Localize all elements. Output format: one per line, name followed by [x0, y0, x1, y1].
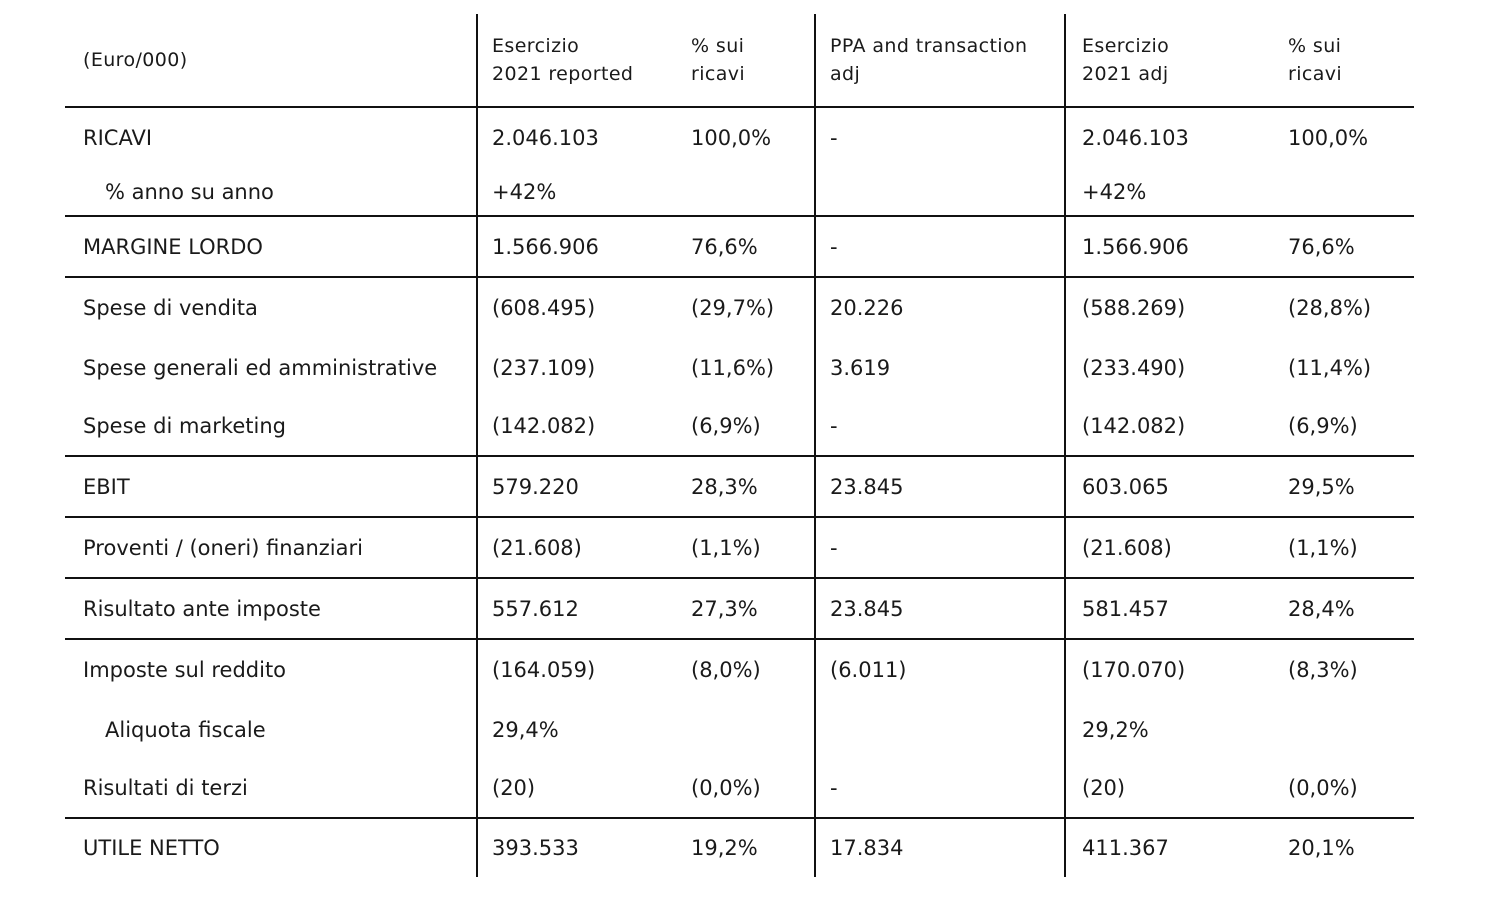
cell-pct-adjusted: 20,1%: [1288, 836, 1355, 860]
cell-pct-adjusted: (6,9%): [1288, 414, 1358, 438]
header-adjusted: Esercizio 2021 adj: [1064, 14, 1273, 107]
table-row: MARGINE LORDO 1.566.906 76,6% - 1.566.90…: [65, 216, 1414, 277]
cell-reported: (142.082): [476, 397, 676, 456]
cell-pct-reported: (8,0%): [691, 658, 761, 682]
header-pct-adjusted: % sui ricavi: [1288, 35, 1343, 85]
row-label: Risultato ante imposte: [83, 596, 321, 621]
cell-pct-adjusted: 76,6%: [1288, 234, 1355, 259]
table-row: Risultato ante imposte 557.612 27,3% 23.…: [65, 578, 1414, 639]
cell-pct-adjusted: (28,8%): [1288, 296, 1372, 320]
row-label: Spese generali ed amministrative: [83, 355, 438, 380]
cell-adjustment: 3.619: [814, 338, 1065, 397]
table-row: Proventi / (oneri) finanziari (21.608) (…: [65, 517, 1414, 578]
row-label: UTILE NETTO: [83, 836, 220, 860]
cell-pct-adjusted: (8,3%): [1288, 658, 1358, 682]
cell-adjustment: -: [814, 397, 1065, 456]
cell-adjustment: -: [814, 759, 1065, 818]
cell-reported: (21.608): [476, 517, 676, 578]
cell-pct-adjusted: 28,4%: [1288, 596, 1355, 621]
cell-adjusted: (21.608): [1064, 517, 1273, 578]
table-row: EBIT 579.220 28,3% 23.845 603.065 29,5%: [65, 456, 1414, 517]
cell-pct-adjusted: 100,0%: [1288, 126, 1369, 150]
income-statement-table: (Euro/000) Esercizio 2021 reported % sui r…: [65, 14, 1414, 877]
cell-adjustment: 23.845: [814, 578, 1065, 639]
row-label: MARGINE LORDO: [83, 234, 263, 259]
cell-pct-adjusted: (0,0%): [1288, 776, 1358, 800]
row-label: Spese di marketing: [83, 414, 286, 438]
table-row: Aliquota fiscale 29,4% 29,2%: [65, 700, 1414, 759]
cell-adjusted: (233.490): [1064, 338, 1273, 397]
cell-adjusted: +42%: [1064, 168, 1273, 216]
table-row: UTILE NETTO 393.533 19,2% 17.834 411.367…: [65, 818, 1414, 877]
cell-adjusted: (20): [1064, 759, 1273, 818]
table-row: Spese di marketing (142.082) (6,9%) - (1…: [65, 397, 1414, 456]
cell-pct-reported: 27,3%: [691, 596, 758, 621]
cell-pct-reported: [676, 700, 815, 759]
cell-adjustment: [814, 700, 1065, 759]
cell-reported: +42%: [476, 168, 676, 216]
cell-pct-reported: 28,3%: [691, 474, 758, 499]
cell-pct-adjusted: (11,4%): [1288, 355, 1372, 380]
cell-adjusted: (588.269): [1064, 277, 1273, 338]
cell-adjusted: 603.065: [1064, 456, 1273, 517]
table-row: Imposte sul reddito (164.059) (8,0%) (6.…: [65, 639, 1414, 700]
header-pct-reported: % sui ricavi: [691, 35, 746, 85]
table-row: RICAVI 2.046.103 100,0% - 2.046.103 100,…: [65, 107, 1414, 168]
table-row: Spese di vendita (608.495) (29,7%) 20.22…: [65, 277, 1414, 338]
cell-pct-adjusted: [1273, 168, 1414, 216]
cell-reported: (608.495): [476, 277, 676, 338]
cell-adjustment: 20.226: [814, 277, 1065, 338]
table-row: Spese generali ed amministrative (237.10…: [65, 338, 1414, 397]
table-header-row: (Euro/000) Esercizio 2021 reported % sui r…: [65, 14, 1414, 107]
cell-adjusted: 411.367: [1064, 818, 1273, 877]
row-label: RICAVI: [83, 126, 153, 150]
header-unit-label: (Euro/000): [83, 49, 188, 71]
cell-pct-reported: (11,6%): [691, 355, 775, 380]
cell-pct-adjusted: [1273, 700, 1414, 759]
cell-reported: (237.109): [476, 338, 676, 397]
cell-reported: (20): [476, 759, 676, 818]
cell-pct-reported: (1,1%): [691, 535, 761, 560]
cell-reported: 579.220: [476, 456, 676, 517]
cell-pct-reported: (29,7%): [691, 296, 775, 320]
cell-pct-reported: 19,2%: [691, 836, 758, 860]
cell-adjustment: -: [814, 517, 1065, 578]
cell-reported: 29,4%: [476, 700, 676, 759]
cell-adjusted: 2.046.103: [1064, 107, 1273, 168]
cell-pct-reported: 76,6%: [691, 234, 758, 259]
cell-pct-reported: (6,9%): [691, 414, 761, 438]
cell-adjustment: -: [814, 107, 1065, 168]
table-row: % anno su anno +42% +42%: [65, 168, 1414, 216]
header-adjustments: PPA and transaction adj: [814, 14, 1065, 107]
cell-pct-reported: (0,0%): [691, 776, 761, 800]
cell-adjusted: 29,2%: [1064, 700, 1273, 759]
row-label: Aliquota fiscale: [105, 717, 266, 742]
cell-adjustment: 23.845: [814, 456, 1065, 517]
cell-adjusted: 581.457: [1064, 578, 1273, 639]
cell-adjusted: (170.070): [1064, 639, 1273, 700]
cell-reported: 2.046.103: [476, 107, 676, 168]
cell-reported: 557.612: [476, 578, 676, 639]
cell-reported: 1.566.906: [476, 216, 676, 277]
row-label: EBIT: [83, 474, 130, 499]
header-reported: Esercizio 2021 reported: [476, 14, 676, 107]
cell-reported: (164.059): [476, 639, 676, 700]
cell-pct-adjusted: 29,5%: [1288, 474, 1355, 499]
row-label: % anno su anno: [105, 179, 274, 204]
row-label: Proventi / (oneri) finanziari: [83, 535, 363, 560]
cell-pct-reported: [676, 168, 815, 216]
row-label: Spese di vendita: [83, 296, 258, 320]
cell-adjustment: -: [814, 216, 1065, 277]
cell-adjustment: (6.011): [814, 639, 1065, 700]
cell-reported: 393.533: [476, 818, 676, 877]
row-label: Imposte sul reddito: [83, 658, 287, 682]
cell-pct-reported: 100,0%: [691, 126, 772, 150]
cell-adjustment: [814, 168, 1065, 216]
row-label: Risultati di terzi: [83, 776, 248, 800]
cell-pct-adjusted: (1,1%): [1288, 535, 1358, 560]
table-row: Risultati di terzi (20) (0,0%) - (20) (0…: [65, 759, 1414, 818]
cell-adjusted: 1.566.906: [1064, 216, 1273, 277]
cell-adjustment: 17.834: [814, 818, 1065, 877]
cell-adjusted: (142.082): [1064, 397, 1273, 456]
